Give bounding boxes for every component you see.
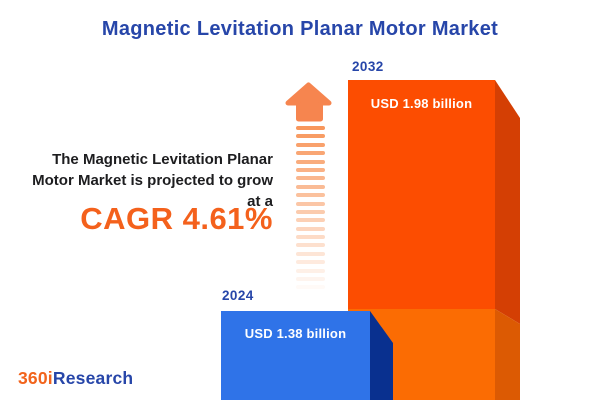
description-line-2: Motor Market is projected to grow: [32, 172, 273, 189]
bar-2024-front: [221, 311, 370, 400]
logo-prefix: 360i: [18, 368, 53, 388]
bar-2032-side-upper: [495, 80, 520, 324]
year-label-2024: 2024: [222, 288, 254, 303]
bar-2024-side: [370, 311, 393, 400]
year-label-2032: 2032: [352, 59, 384, 74]
brand-logo: 360iResearch: [18, 368, 133, 389]
bar-2032-front-upper: [348, 80, 495, 309]
description-line-1: The Magnetic Levitation Planar: [52, 151, 273, 168]
bar-value-2032: USD 1.98 billion: [370, 96, 473, 111]
logo-suffix: Research: [52, 368, 134, 388]
arrow-stripes: [296, 126, 325, 294]
bar-2032-side-lower: [495, 309, 520, 400]
growth-arrow-icon: [285, 82, 332, 122]
market-description: The Magnetic Levitation Planar Motor Mar…: [13, 149, 273, 212]
description-line-3: at a: [247, 193, 273, 210]
page-title: Magnetic Levitation Planar Motor Market: [101, 18, 499, 40]
bar-value-2024: USD 1.38 billion: [244, 326, 347, 341]
cagr-value: CAGR 4.61%: [80, 201, 273, 236]
